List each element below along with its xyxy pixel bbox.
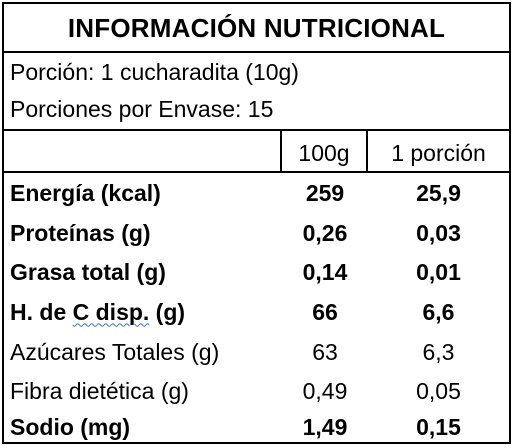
value-portion: 0,15 xyxy=(416,413,461,440)
nutrient-name: Grasa total (g) xyxy=(10,258,166,285)
value-portion: 0,03 xyxy=(416,219,461,246)
value-portion: 6,6 xyxy=(422,298,455,325)
value-100g: 0,49 xyxy=(302,377,348,404)
nutrient-name: H. de C disp. (g) xyxy=(10,293,185,331)
nutrient-name: Energía (kcal) xyxy=(10,179,161,206)
nutrient-row-sodium: Sodio (mg) 1,49 0,15 xyxy=(4,408,509,446)
divider xyxy=(4,129,509,131)
value-100g: 259 xyxy=(305,179,345,206)
value-100g: 66 xyxy=(312,298,338,325)
value-portion: 0,01 xyxy=(416,258,461,285)
value-portion: 0,05 xyxy=(416,377,461,404)
column-header-portion: 1 porción xyxy=(391,139,486,166)
column-header-100g: 100g xyxy=(298,139,350,166)
nutrient-row-energy: Energía (kcal) 259 25,9 xyxy=(4,174,509,212)
divider xyxy=(4,171,509,173)
nutrient-row-carbs: H. de C disp. (g) 66 6,6 xyxy=(4,293,509,331)
nutrient-name: Proteínas (g) xyxy=(10,219,151,246)
nutrient-row-total-fat: Grasa total (g) 0,14 0,01 xyxy=(4,253,509,291)
divider xyxy=(4,51,509,53)
portion-size: Porción: 1 cucharadita (10g) xyxy=(10,59,299,85)
label-title: INFORMACIÓN NUTRICIONAL xyxy=(67,13,446,43)
nutrient-name-part: (g) xyxy=(149,298,186,325)
nutrient-row-sugars: Azúcares Totales (g) 63 6,3 xyxy=(4,333,509,371)
spellcheck-marked-text: C disp. xyxy=(72,298,150,325)
nutrient-name: Sodio (mg) xyxy=(10,413,131,440)
nutrition-facts-label: INFORMACIÓN NUTRICIONAL Porción: 1 cucha… xyxy=(2,2,511,444)
nutrient-row-fiber: Fibra dietética (g) 0,49 0,05 xyxy=(4,372,509,410)
nutrient-name: Azúcares Totales (g) xyxy=(10,338,220,365)
nutrient-row-protein: Proteínas (g) 0,26 0,03 xyxy=(4,214,509,252)
servings-per-container: Porciones por Envase: 15 xyxy=(10,96,274,122)
nutrient-name: Fibra dietética (g) xyxy=(10,377,189,404)
value-100g: 0,14 xyxy=(302,258,348,285)
value-100g: 63 xyxy=(312,338,338,365)
value-portion: 6,3 xyxy=(422,338,455,365)
value-portion: 25,9 xyxy=(416,179,461,206)
nutrient-name-part: H. de xyxy=(10,298,73,325)
value-100g: 1,49 xyxy=(302,413,348,440)
value-100g: 0,26 xyxy=(302,219,348,246)
column-divider xyxy=(366,129,368,171)
column-divider xyxy=(280,129,282,171)
